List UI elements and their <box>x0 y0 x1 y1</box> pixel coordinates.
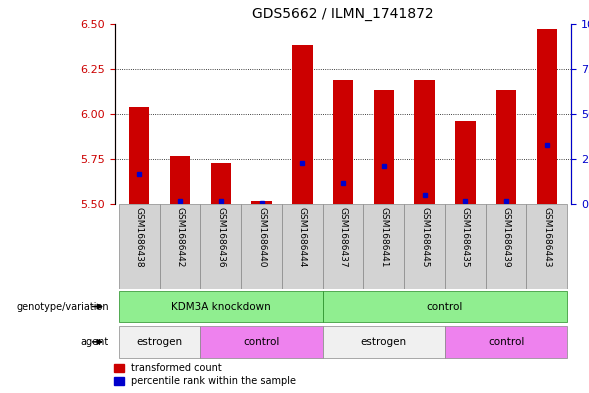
Bar <box>496 90 517 204</box>
Text: estrogen: estrogen <box>137 337 183 347</box>
Text: genotype/variation: genotype/variation <box>16 301 109 312</box>
Text: GSM1686435: GSM1686435 <box>461 207 470 268</box>
Bar <box>200 204 241 289</box>
Text: GSM1686442: GSM1686442 <box>176 207 184 267</box>
Bar <box>445 204 486 289</box>
Bar <box>323 290 567 322</box>
Bar <box>455 121 475 204</box>
Bar <box>282 204 323 289</box>
Bar <box>252 201 272 204</box>
Text: GSM1686443: GSM1686443 <box>542 207 551 267</box>
Text: control: control <box>243 337 280 347</box>
Text: GSM1686436: GSM1686436 <box>216 207 226 268</box>
Bar <box>119 326 200 358</box>
Text: GSM1686440: GSM1686440 <box>257 207 266 267</box>
Text: GSM1686437: GSM1686437 <box>339 207 348 268</box>
Bar <box>333 80 353 204</box>
Bar <box>211 163 231 204</box>
Bar <box>537 29 557 204</box>
Bar <box>200 326 323 358</box>
Bar <box>160 204 200 289</box>
Text: KDM3A knockdown: KDM3A knockdown <box>171 301 271 312</box>
Legend: transformed count, percentile rank within the sample: transformed count, percentile rank withi… <box>114 363 296 386</box>
Bar <box>170 156 190 204</box>
Text: GSM1686441: GSM1686441 <box>379 207 388 267</box>
Bar <box>323 204 363 289</box>
Bar <box>119 204 160 289</box>
Text: estrogen: estrogen <box>361 337 407 347</box>
Bar <box>363 204 404 289</box>
Bar <box>404 204 445 289</box>
Bar <box>292 45 313 204</box>
Text: GSM1686444: GSM1686444 <box>298 207 307 267</box>
Text: GSM1686439: GSM1686439 <box>502 207 511 268</box>
Bar <box>415 80 435 204</box>
Text: control: control <box>488 337 524 347</box>
Text: GSM1686445: GSM1686445 <box>420 207 429 267</box>
Bar <box>486 204 527 289</box>
Text: GSM1686438: GSM1686438 <box>135 207 144 268</box>
Bar <box>445 326 567 358</box>
Bar <box>373 90 394 204</box>
Text: control: control <box>427 301 463 312</box>
Bar <box>119 290 323 322</box>
Title: GDS5662 / ILMN_1741872: GDS5662 / ILMN_1741872 <box>252 7 434 21</box>
Bar <box>241 204 282 289</box>
Bar <box>129 107 150 204</box>
Bar <box>527 204 567 289</box>
Text: agent: agent <box>81 337 109 347</box>
Bar <box>323 326 445 358</box>
